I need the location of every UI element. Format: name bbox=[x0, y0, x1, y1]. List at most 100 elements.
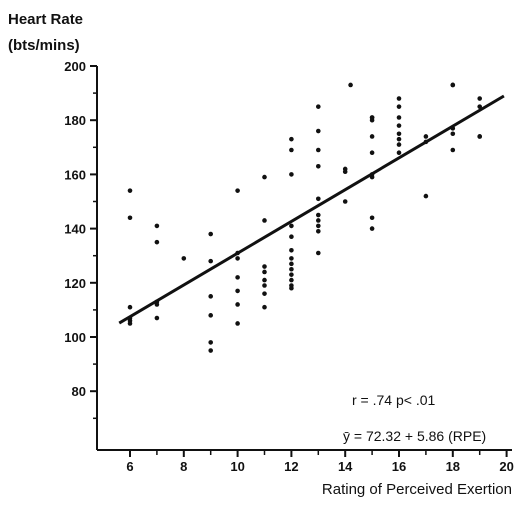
data-point bbox=[396, 123, 402, 128]
y-tick-label: 140 bbox=[64, 222, 86, 237]
data-point bbox=[289, 247, 294, 253]
data-point bbox=[396, 115, 402, 120]
data-point bbox=[289, 223, 294, 229]
data-point bbox=[369, 150, 375, 156]
data-point bbox=[235, 321, 240, 326]
data-point bbox=[316, 212, 321, 218]
y-tick-label: 100 bbox=[64, 330, 86, 345]
y-tick-label: 180 bbox=[64, 113, 86, 128]
data-point bbox=[342, 199, 348, 204]
data-point bbox=[262, 304, 267, 310]
data-point bbox=[396, 142, 402, 147]
y-tick-label: 200 bbox=[64, 59, 86, 74]
data-point bbox=[289, 172, 294, 177]
data-point bbox=[369, 117, 375, 123]
data-point bbox=[235, 275, 240, 280]
data-point bbox=[262, 283, 267, 288]
data-point bbox=[154, 223, 160, 229]
data-points bbox=[127, 82, 483, 353]
data-point bbox=[208, 340, 213, 345]
data-point bbox=[289, 256, 294, 261]
data-point bbox=[396, 150, 402, 156]
data-point bbox=[316, 128, 321, 134]
data-point bbox=[289, 277, 294, 283]
data-point bbox=[235, 188, 240, 193]
data-point bbox=[316, 196, 321, 202]
data-point bbox=[477, 134, 483, 139]
data-point bbox=[289, 266, 294, 272]
data-point bbox=[396, 131, 402, 137]
data-point bbox=[316, 163, 321, 169]
data-point bbox=[154, 302, 160, 307]
data-point bbox=[316, 147, 321, 153]
x-tick-label: 8 bbox=[180, 459, 187, 474]
data-point bbox=[477, 104, 483, 109]
data-point bbox=[289, 285, 294, 291]
data-point bbox=[289, 136, 294, 142]
data-point bbox=[127, 304, 133, 310]
data-point bbox=[154, 239, 160, 245]
data-point bbox=[208, 231, 213, 237]
data-point bbox=[208, 258, 213, 264]
data-point bbox=[235, 288, 240, 294]
data-point bbox=[235, 302, 240, 307]
x-tick-label: 12 bbox=[284, 459, 298, 474]
y-tick-label: 160 bbox=[64, 167, 86, 182]
x-axis-label: Rating of Perceived Exertion bbox=[322, 481, 512, 498]
data-point bbox=[289, 147, 294, 153]
y-axis-label-line1: Heart Rate bbox=[8, 11, 83, 28]
data-point bbox=[154, 315, 160, 321]
equation-annotation: ȳ = 72.32 + 5.86 (RPE) bbox=[343, 428, 486, 444]
data-point bbox=[262, 277, 267, 283]
data-point bbox=[262, 264, 267, 269]
data-point bbox=[423, 193, 429, 199]
data-point bbox=[127, 321, 133, 326]
y-axis-label-line2: (bts/mins) bbox=[8, 37, 80, 54]
data-point bbox=[316, 250, 321, 256]
data-point bbox=[477, 96, 483, 101]
data-point bbox=[208, 348, 213, 353]
data-point bbox=[369, 134, 375, 139]
data-point bbox=[208, 313, 213, 318]
x-tick-label: 18 bbox=[446, 459, 460, 474]
data-point bbox=[342, 169, 348, 174]
data-point bbox=[208, 294, 213, 299]
data-point bbox=[289, 234, 294, 240]
data-point bbox=[348, 82, 353, 88]
data-point bbox=[316, 229, 321, 234]
x-tick-label: 10 bbox=[230, 459, 244, 474]
data-point bbox=[396, 96, 402, 101]
y-tick-label: 80 bbox=[72, 384, 86, 399]
x-tick-label: 20 bbox=[499, 459, 513, 474]
data-point bbox=[262, 218, 267, 223]
data-point bbox=[450, 147, 456, 153]
regression-line bbox=[118, 94, 505, 325]
data-point bbox=[316, 218, 321, 223]
data-point bbox=[262, 291, 267, 296]
data-point bbox=[289, 272, 294, 277]
data-point bbox=[369, 215, 375, 221]
data-point bbox=[396, 136, 402, 142]
data-point bbox=[423, 134, 429, 139]
x-tick-label: 16 bbox=[392, 459, 406, 474]
data-point bbox=[262, 174, 267, 180]
stats-annotation: r = .74 p< .01 bbox=[352, 392, 435, 408]
x-tick-label: 6 bbox=[126, 459, 133, 474]
x-tick-label: 14 bbox=[338, 459, 353, 474]
data-point bbox=[262, 269, 267, 275]
data-point bbox=[316, 104, 321, 109]
x-ticks: 6 8 10 12 14 16 18 20 bbox=[126, 450, 514, 474]
data-point bbox=[289, 261, 294, 267]
data-point bbox=[396, 104, 402, 109]
data-point bbox=[235, 256, 240, 261]
y-ticks: 80 100 120 140 160 180 200 bbox=[64, 59, 97, 420]
y-tick-label: 120 bbox=[64, 276, 86, 291]
data-point bbox=[450, 131, 456, 137]
data-point bbox=[127, 188, 133, 193]
data-point bbox=[127, 215, 133, 221]
data-point bbox=[181, 256, 187, 261]
data-point bbox=[450, 82, 456, 88]
data-point bbox=[369, 226, 375, 231]
data-point bbox=[316, 223, 321, 229]
